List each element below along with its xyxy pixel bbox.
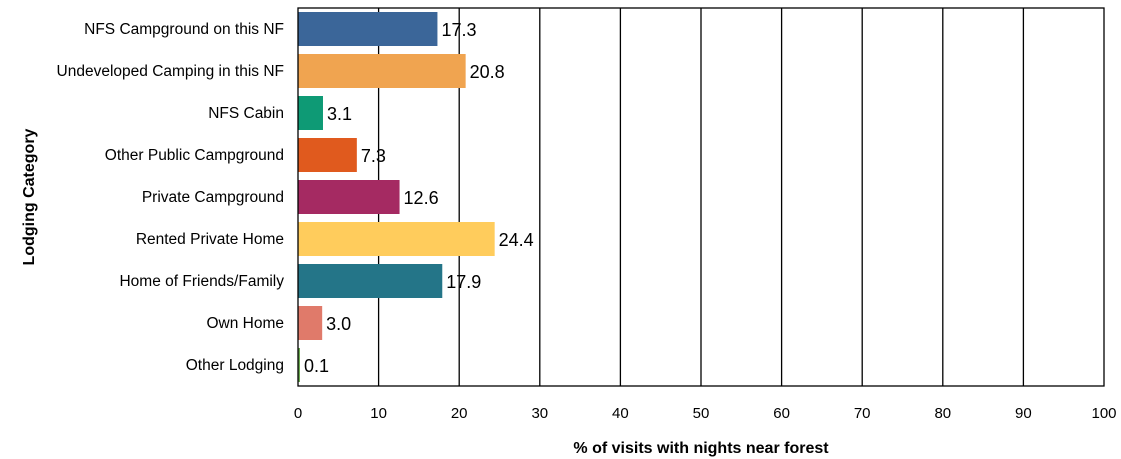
x-tick-label: 20 xyxy=(451,405,468,422)
bars xyxy=(298,12,495,382)
data-label: 12.6 xyxy=(404,188,439,208)
category-label: Rented Private Home xyxy=(136,231,284,248)
bar xyxy=(298,54,466,88)
plot-frame xyxy=(297,7,1105,387)
category-labels: NFS Campground on this NF Undeveloped Cam… xyxy=(57,21,285,374)
bar xyxy=(298,180,400,214)
bar xyxy=(298,12,438,46)
data-label: 7.3 xyxy=(361,146,386,166)
bar xyxy=(298,96,323,130)
category-label: Undeveloped Camping in this NF xyxy=(57,63,284,80)
x-tick-label: 10 xyxy=(370,405,387,422)
bar xyxy=(298,348,300,382)
x-tick-label: 100 xyxy=(1091,405,1116,422)
data-label: 0.1 xyxy=(304,356,329,376)
bar xyxy=(298,264,443,298)
category-label: Own Home xyxy=(206,315,284,332)
x-tick-label: 60 xyxy=(773,405,790,422)
x-tick-label: 80 xyxy=(934,405,951,422)
x-axis-title: % of visits with nights near forest xyxy=(573,440,829,457)
category-label: Private Campground xyxy=(142,189,284,206)
bar xyxy=(298,222,495,256)
data-label: 3.0 xyxy=(326,314,351,334)
data-label: 24.4 xyxy=(499,230,534,250)
category-label: NFS Campground on this NF xyxy=(84,21,284,38)
category-label: Home of Friends/Family xyxy=(119,273,284,290)
x-tick-label: 90 xyxy=(1015,405,1032,422)
x-tick-label: 40 xyxy=(612,405,629,422)
x-tick-label: 50 xyxy=(693,405,710,422)
x-tick-label: 0 xyxy=(294,405,302,422)
data-label: 17.9 xyxy=(446,272,481,292)
data-label: 17.3 xyxy=(441,20,476,40)
bar xyxy=(298,138,357,172)
data-label: 3.1 xyxy=(327,104,352,124)
x-tick-label: 30 xyxy=(531,405,548,422)
category-label: NFS Cabin xyxy=(208,105,284,122)
category-label: Other Public Campground xyxy=(105,147,284,164)
x-tick-label: 70 xyxy=(854,405,871,422)
x-tick-labels: 0 10 20 30 40 50 60 70 80 90 100 xyxy=(294,405,1117,422)
category-label: Other Lodging xyxy=(186,357,284,374)
data-labels: 17.3 20.8 3.1 7.3 12.6 24.4 17.9 3.0 0.1 xyxy=(304,20,534,376)
data-label: 20.8 xyxy=(470,62,505,82)
y-axis-title: Lodging Category xyxy=(21,128,38,265)
bar xyxy=(298,306,323,340)
